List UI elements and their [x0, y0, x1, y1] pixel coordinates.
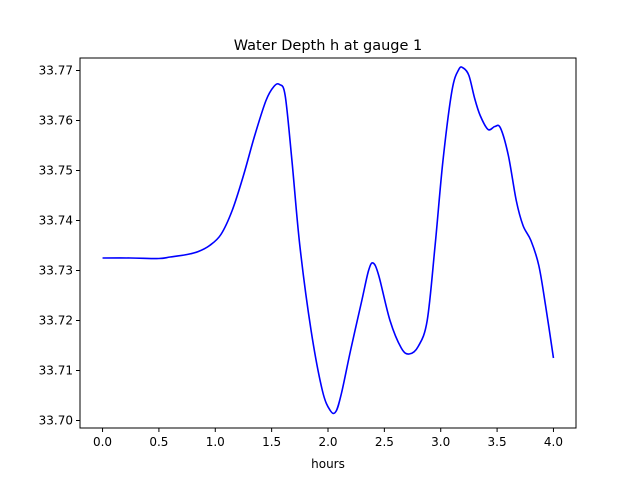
- x-tick-label: 1.5: [262, 435, 281, 449]
- y-tick-label: 33.77: [39, 64, 73, 78]
- x-tick-label: 2.0: [318, 435, 337, 449]
- x-tick-label: 2.5: [375, 435, 394, 449]
- y-tick-label: 33.76: [39, 114, 73, 128]
- x-tick-label: 0.5: [149, 435, 168, 449]
- plot-frame: [79, 57, 577, 429]
- y-tick-label: 33.71: [39, 364, 73, 378]
- x-tick-label: 3.0: [431, 435, 450, 449]
- y-axis: 33.70 33.71 33.72 33.73 33.74 33.75 33.76 33.77: [39, 64, 80, 428]
- x-axis: 0.0 0.5 1.0 1.5 2.0 2.5 3.0 3.5 4.0: [93, 428, 563, 449]
- y-tick-label: 33.75: [39, 164, 73, 178]
- x-tick-label: 3.5: [488, 435, 507, 449]
- chart-title: Water Depth h at gauge 1: [234, 38, 422, 54]
- y-tick-label: 33.73: [39, 264, 73, 278]
- x-tick-label: 4.0: [544, 435, 563, 449]
- x-axis-label: hours: [311, 457, 345, 471]
- y-tick-label: 33.74: [39, 214, 73, 228]
- x-tick-label: 1.0: [206, 435, 225, 449]
- series-line-0: [102, 66, 555, 415]
- plot-area: [102, 66, 555, 415]
- y-tick-label: 33.72: [39, 314, 73, 328]
- x-tick-label: 0.0: [93, 435, 112, 449]
- y-tick-label: 33.70: [39, 414, 73, 428]
